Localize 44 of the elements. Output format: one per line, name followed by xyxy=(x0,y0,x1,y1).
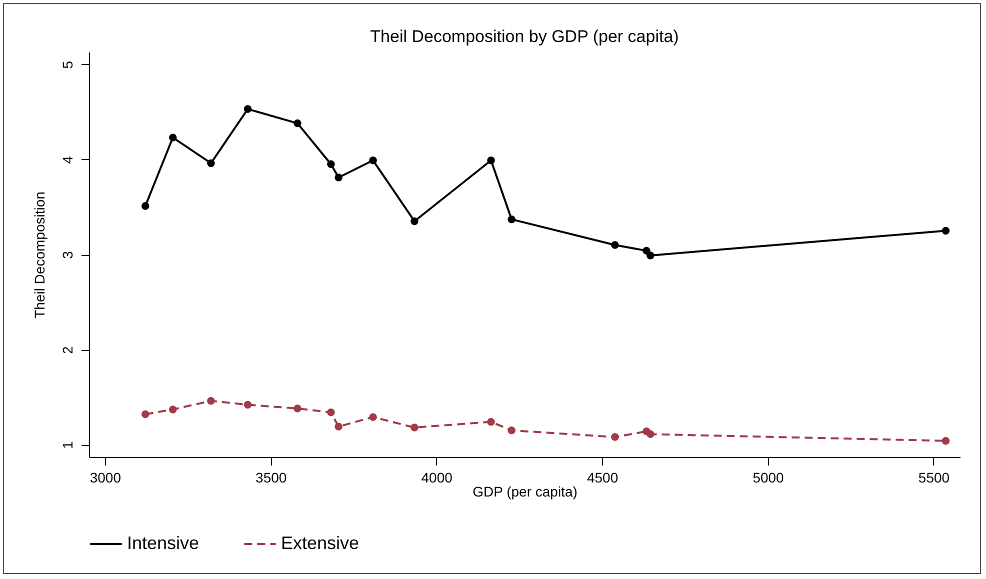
point xyxy=(942,436,950,445)
point xyxy=(327,160,335,168)
x-axis-title: GDP (per capita) xyxy=(472,484,578,500)
point xyxy=(369,413,377,421)
point xyxy=(646,430,654,438)
point xyxy=(141,410,150,418)
point xyxy=(611,241,619,249)
x-tick-label: 5500 xyxy=(918,470,950,486)
point xyxy=(141,202,150,210)
point xyxy=(508,426,516,434)
y-tick-label: 3 xyxy=(60,250,76,259)
point xyxy=(487,156,495,164)
point xyxy=(168,406,177,414)
point xyxy=(334,174,342,182)
x-tick-label: 3500 xyxy=(256,470,287,486)
point xyxy=(508,215,516,224)
point xyxy=(410,217,418,226)
y-tick-label: 5 xyxy=(60,60,76,69)
point xyxy=(207,397,215,405)
point xyxy=(294,119,302,128)
point xyxy=(334,422,342,430)
x-tick-label: 4000 xyxy=(421,470,453,486)
point xyxy=(244,105,252,113)
legend-label: Extensive xyxy=(281,533,360,553)
legend-label: Intensive xyxy=(127,533,200,553)
x-tick-label: 4500 xyxy=(586,470,618,486)
x-tick-label: 3000 xyxy=(90,470,122,486)
point xyxy=(369,156,377,164)
y-tick-label: 4 xyxy=(60,156,76,164)
point xyxy=(942,226,950,235)
point xyxy=(410,424,418,432)
x-tick-label: 5000 xyxy=(752,470,784,486)
point xyxy=(646,252,654,260)
y-tick-label: 1 xyxy=(60,441,76,450)
point xyxy=(244,400,252,409)
point xyxy=(294,404,302,412)
point xyxy=(487,418,495,426)
y-tick-label: 2 xyxy=(60,346,76,354)
chart-title: Theil Decomposition by GDP (per capita) xyxy=(370,27,679,46)
y-axis-title: Theil Decomposition xyxy=(32,192,48,318)
point xyxy=(168,134,177,142)
point xyxy=(207,159,215,168)
point xyxy=(611,433,619,441)
point xyxy=(327,408,335,416)
